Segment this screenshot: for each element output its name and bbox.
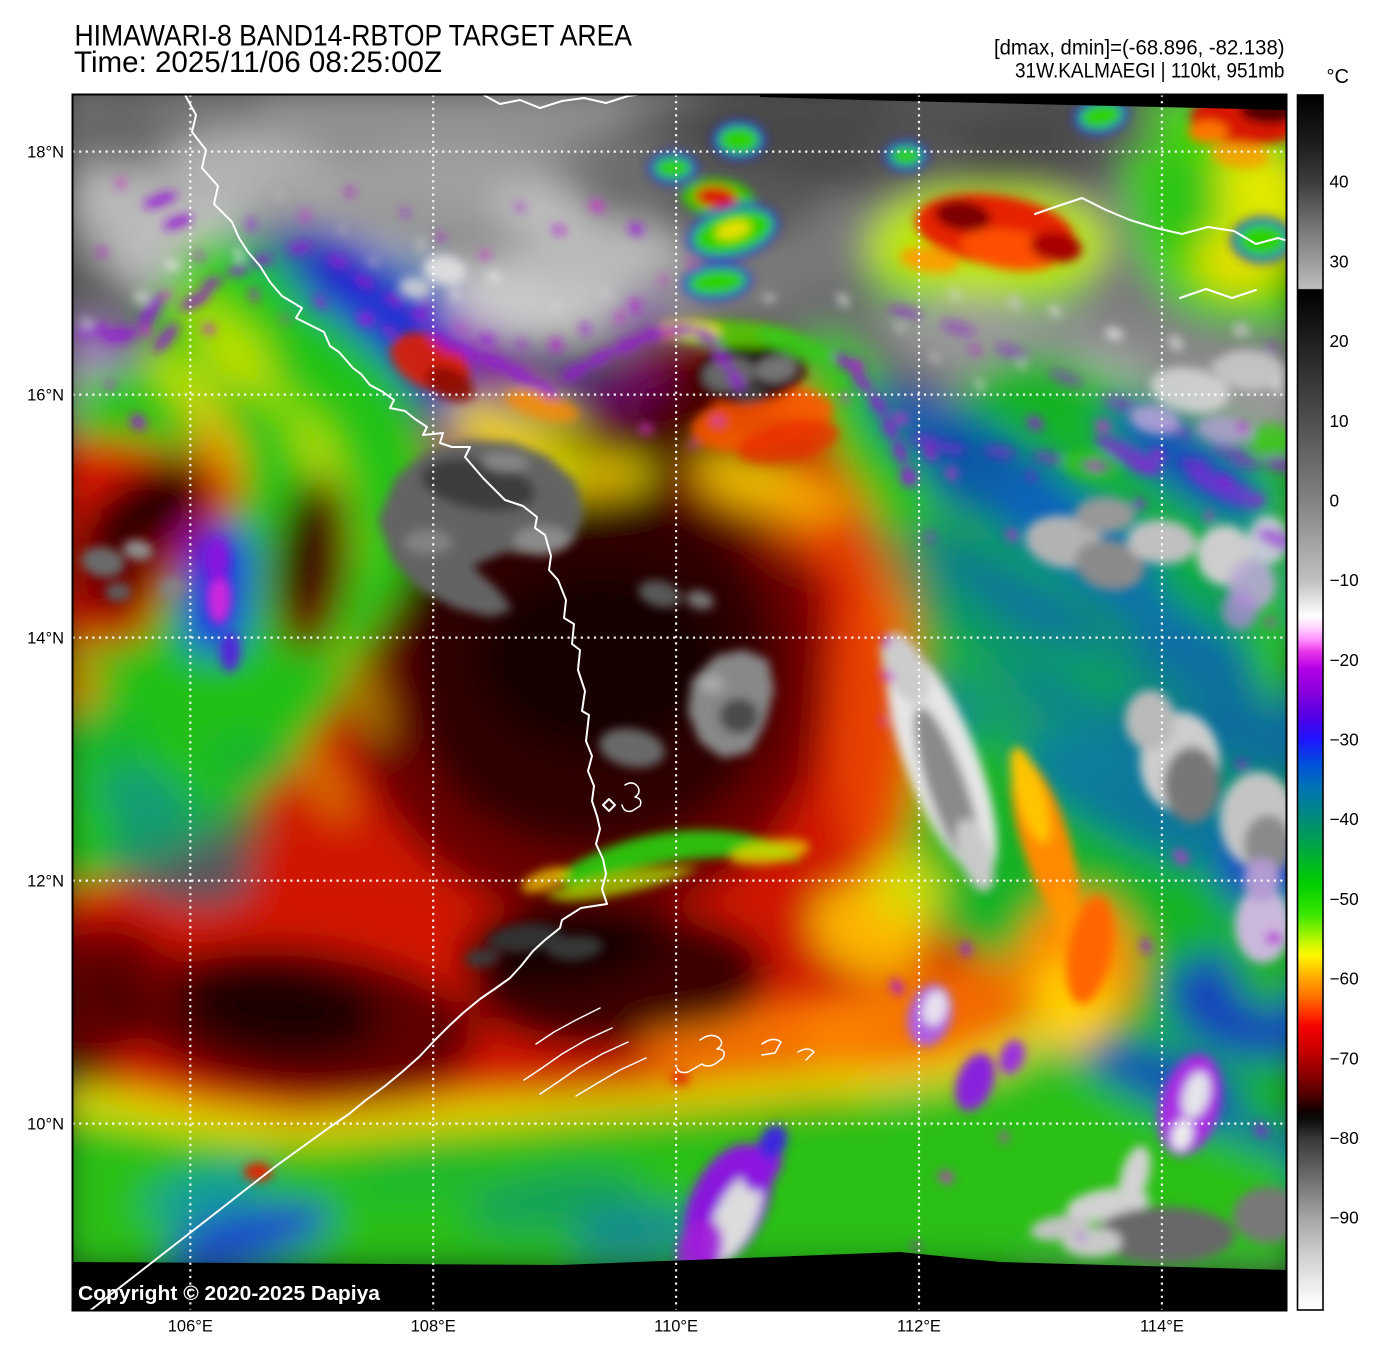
svg-text:18°N: 18°N	[27, 143, 64, 161]
svg-text:HIMAWARI-8 BAND14-RBTOP TARGET: HIMAWARI-8 BAND14-RBTOP TARGET AREA	[75, 19, 633, 52]
svg-text:110°E: 110°E	[654, 1318, 698, 1336]
svg-text:[dmax, dmin]=(-68.896, -82.138: [dmax, dmin]=(-68.896, -82.138)	[994, 35, 1285, 59]
svg-text:30: 30	[1330, 251, 1349, 271]
svg-text:14°N: 14°N	[27, 629, 64, 647]
svg-text:Time: 2025/11/06 08:25:00Z: Time: 2025/11/06 08:25:00Z	[74, 46, 442, 79]
svg-text:−30: −30	[1330, 730, 1359, 750]
svg-text:112°E: 112°E	[897, 1318, 941, 1336]
svg-text:Copyright © 2020-2025 Dapiya: Copyright © 2020-2025 Dapiya	[78, 1283, 381, 1305]
svg-text:106°E: 106°E	[168, 1318, 213, 1336]
svg-text:20: 20	[1330, 331, 1349, 351]
svg-text:31W.KALMAEGI | 110kt, 951mb: 31W.KALMAEGI | 110kt, 951mb	[1015, 59, 1285, 83]
svg-text:°C: °C	[1327, 66, 1349, 88]
svg-text:10: 10	[1330, 411, 1349, 431]
svg-text:−80: −80	[1330, 1128, 1359, 1148]
svg-text:12°N: 12°N	[27, 872, 64, 890]
svg-text:−50: −50	[1330, 889, 1359, 909]
svg-text:−70: −70	[1330, 1048, 1359, 1068]
svg-text:−60: −60	[1330, 969, 1359, 989]
svg-text:−20: −20	[1330, 650, 1359, 670]
svg-text:−10: −10	[1330, 570, 1359, 590]
svg-text:0: 0	[1330, 490, 1340, 510]
svg-text:114°E: 114°E	[1140, 1318, 1184, 1336]
svg-text:−90: −90	[1330, 1208, 1359, 1228]
svg-text:16°N: 16°N	[27, 386, 64, 404]
svg-text:−40: −40	[1330, 809, 1359, 829]
svg-text:10°N: 10°N	[27, 1115, 64, 1133]
svg-text:108°E: 108°E	[411, 1318, 456, 1336]
svg-text:40: 40	[1330, 172, 1349, 192]
